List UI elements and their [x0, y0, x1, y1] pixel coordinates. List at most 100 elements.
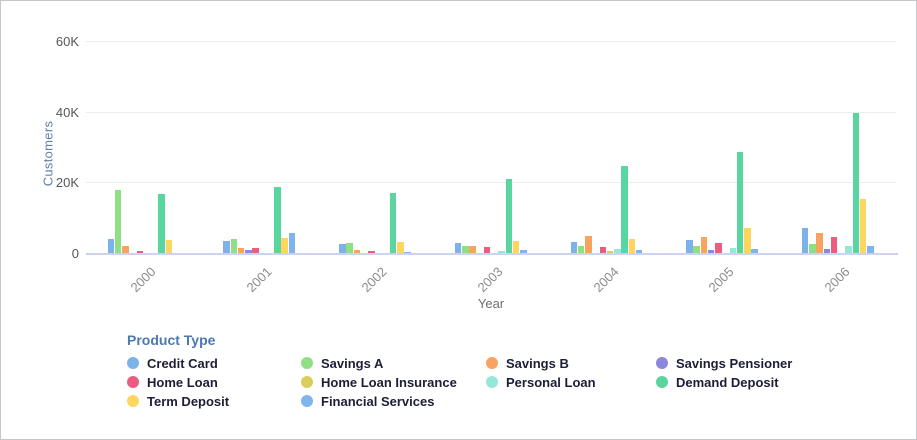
bar-savings-pensioner-2006[interactable]: [823, 248, 831, 253]
gridline-40K: [86, 112, 896, 113]
bar-home-loan-2001[interactable]: [252, 248, 259, 253]
bar-home-loan-2002[interactable]: [368, 250, 375, 253]
legend-label: Personal Loan: [506, 374, 596, 390]
bar-credit-card-2003[interactable]: [454, 242, 462, 253]
legend-label: Term Deposit: [147, 393, 230, 409]
bar-financial-services-2001[interactable]: [288, 232, 296, 253]
legend-label: Financial Services: [321, 393, 435, 409]
legend-item-savings-a[interactable]: Savings A: [301, 355, 383, 371]
legend-item-home-loan[interactable]: Home Loan: [127, 374, 218, 390]
x-tick-label-2006: 2006: [821, 264, 853, 296]
bar-home-loan-2003[interactable]: [483, 247, 491, 253]
x-tick-label-2002: 2002: [358, 264, 390, 296]
personal-loan-swatch-icon: [486, 376, 498, 388]
bar-demand-deposit-2005[interactable]: [736, 151, 744, 253]
legend-title: Product Type: [127, 332, 216, 348]
bar-savings-b-2004[interactable]: [585, 236, 592, 253]
bar-financial-services-2002[interactable]: [404, 251, 411, 253]
bar-savings-b-2005[interactable]: [700, 236, 708, 253]
legend-label: Home Loan Insurance: [321, 374, 457, 390]
legend-label: Savings A: [321, 355, 384, 371]
bar-term-deposit-2002[interactable]: [397, 242, 404, 253]
savings-a-swatch-icon: [301, 357, 313, 369]
bar-demand-deposit-2001[interactable]: [274, 187, 281, 253]
bar-financial-services-2004[interactable]: [635, 250, 643, 253]
bar-financial-services-2005[interactable]: [751, 248, 758, 253]
legend-item-financial-services[interactable]: Financial Services: [301, 393, 434, 409]
bar-savings-b-2000[interactable]: [122, 246, 129, 253]
bar-personal-loan-2004[interactable]: [614, 249, 621, 253]
y-tick-label: 0: [71, 246, 79, 261]
bar-savings-b-2003[interactable]: [469, 245, 476, 253]
legend-label: Savings Pensioner: [676, 355, 793, 371]
bar-savings-a-2000[interactable]: [114, 190, 122, 253]
x-tick-label-2005: 2005: [705, 264, 737, 296]
y-tick-label: 20K: [55, 175, 79, 190]
bar-savings-a-2002[interactable]: [346, 243, 353, 253]
bar-credit-card-2004[interactable]: [570, 242, 578, 253]
legend-item-home-loan-insurance[interactable]: Home Loan Insurance: [301, 374, 457, 390]
x-tick-label-2004: 2004: [590, 264, 622, 296]
gridline-60K: [86, 41, 896, 42]
legend-item-savings-pensioner[interactable]: Savings Pensioner: [656, 355, 792, 371]
bar-term-deposit-2004[interactable]: [628, 238, 636, 253]
bar-home-loan-2005[interactable]: [715, 242, 722, 253]
x-tick-label-2000: 2000: [127, 264, 159, 296]
bar-savings-b-2001[interactable]: [237, 248, 245, 253]
bar-savings-a-2004[interactable]: [577, 245, 585, 253]
bar-credit-card-2001[interactable]: [223, 241, 230, 253]
bar-home-loan-2000[interactable]: [136, 250, 144, 253]
legend-label: Credit Card: [147, 355, 218, 371]
legend-label: Demand Deposit: [676, 374, 779, 390]
bar-savings-pensioner-2005[interactable]: [707, 250, 715, 253]
bar-personal-loan-2006[interactable]: [845, 245, 852, 253]
savings-b-swatch-icon: [486, 357, 498, 369]
y-tick-label: 40K: [55, 105, 79, 120]
term-deposit-swatch-icon: [127, 395, 139, 407]
bar-home-loan-2004[interactable]: [599, 246, 607, 253]
bar-demand-deposit-2006[interactable]: [852, 113, 860, 253]
bar-credit-card-2000[interactable]: [107, 238, 115, 253]
bar-credit-card-2002[interactable]: [339, 244, 346, 253]
legend-item-personal-loan[interactable]: Personal Loan: [486, 374, 596, 390]
bar-savings-a-2005[interactable]: [693, 245, 700, 253]
bar-savings-b-2002[interactable]: [353, 249, 361, 253]
bar-savings-b-2006[interactable]: [816, 232, 823, 253]
demand-deposit-swatch-icon: [656, 376, 668, 388]
y-axis-title: Customers: [40, 120, 56, 187]
gridline-20K: [86, 182, 896, 183]
bar-demand-deposit-2004[interactable]: [621, 166, 628, 253]
y-tick-label: 60K: [55, 34, 79, 49]
bar-home-loan-insurance-2004[interactable]: [606, 250, 614, 253]
legend-item-term-deposit[interactable]: Term Deposit: [127, 393, 229, 409]
bar-personal-loan-2003[interactable]: [498, 250, 505, 253]
bar-personal-loan-2005[interactable]: [729, 247, 737, 253]
bar-term-deposit-2005[interactable]: [744, 227, 751, 253]
bar-credit-card-2006[interactable]: [801, 228, 809, 253]
bar-home-loan-2006[interactable]: [830, 236, 838, 253]
bar-demand-deposit-2000[interactable]: [158, 193, 165, 253]
x-tick-label-2001: 2001: [243, 264, 275, 296]
home-loan-swatch-icon: [127, 376, 139, 388]
bar-credit-card-2005[interactable]: [686, 239, 693, 253]
x-axis-baseline: [86, 253, 898, 255]
home-loan-insurance-swatch-icon: [301, 376, 313, 388]
bar-term-deposit-2006[interactable]: [859, 198, 867, 253]
savings-pensioner-swatch-icon: [656, 357, 668, 369]
bar-demand-deposit-2002[interactable]: [389, 193, 397, 253]
legend-item-credit-card[interactable]: Credit Card: [127, 355, 218, 371]
bar-financial-services-2003[interactable]: [520, 250, 527, 253]
legend-item-demand-deposit[interactable]: Demand Deposit: [656, 374, 779, 390]
legend-item-savings-b[interactable]: Savings B: [486, 355, 569, 371]
bar-term-deposit-2003[interactable]: [512, 240, 520, 253]
bar-savings-a-2001[interactable]: [230, 239, 238, 253]
bar-savings-pensioner-2001[interactable]: [245, 249, 252, 253]
bar-savings-a-2003[interactable]: [462, 245, 469, 253]
bar-term-deposit-2001[interactable]: [281, 238, 288, 253]
financial-services-swatch-icon: [301, 395, 313, 407]
bar-demand-deposit-2003[interactable]: [505, 178, 513, 253]
bar-savings-a-2006[interactable]: [809, 243, 816, 253]
bar-financial-services-2006[interactable]: [867, 245, 874, 253]
bar-term-deposit-2000[interactable]: [165, 239, 173, 253]
